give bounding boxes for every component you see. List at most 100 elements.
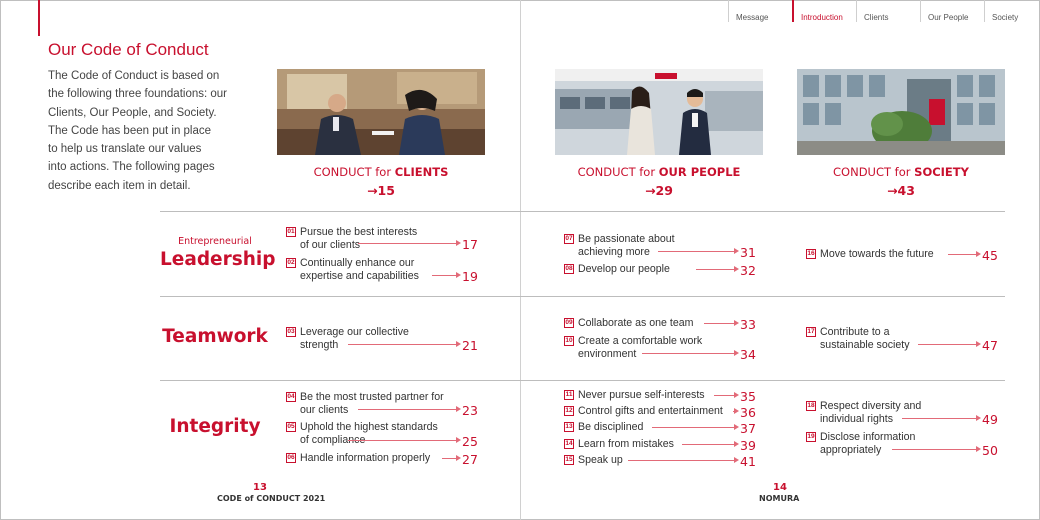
section-nav: Message Introduction Clients Our People … (0, 0, 1040, 28)
item-text-line2: environment (578, 348, 637, 360)
our-people-photo (555, 69, 763, 155)
item-page-number[interactable]: 34 (740, 347, 756, 362)
page-spine (520, 0, 521, 520)
item-page-number[interactable]: 33 (740, 317, 756, 332)
item-page-number[interactable]: 37 (740, 421, 756, 436)
column-head-our-people[interactable]: CONDUCT for OUR PEOPLE →29 (555, 165, 763, 198)
nav-tab-clients[interactable]: Clients (856, 0, 888, 22)
item-page-number[interactable]: 41 (740, 454, 756, 469)
item-page-number[interactable]: 32 (740, 263, 756, 278)
item-text-line1: Respect diversity and (820, 400, 922, 412)
item-page-number[interactable]: 47 (982, 338, 998, 353)
nav-tab-label: Introduction (801, 13, 843, 22)
intro-line: describe each item in detail. (48, 179, 191, 192)
left-page-number: 13 (253, 482, 267, 493)
item-number-badge: 01 (286, 227, 296, 237)
leader-line (358, 243, 458, 244)
nav-tab-introduction[interactable]: Introduction (792, 0, 843, 22)
item-page-number[interactable]: 19 (462, 269, 478, 284)
item-page-number[interactable]: 36 (740, 405, 756, 420)
item-text-line2: individual rights (820, 413, 894, 425)
conduct-item-06[interactable]: 06 Handle information properly (286, 452, 482, 466)
item-text-line1: Uphold the highest standards (300, 421, 438, 433)
item-page-number[interactable]: 50 (982, 443, 998, 458)
item-number-badge: 02 (286, 258, 296, 268)
item-number-badge: 12 (564, 406, 574, 416)
leader-line (628, 460, 736, 461)
item-number-badge: 09 (564, 318, 574, 328)
item-text-line1: Learn from mistakes (578, 438, 674, 450)
nav-tab-society[interactable]: Society (984, 0, 1018, 22)
arrow-right-icon (734, 248, 739, 254)
conduct-item-14[interactable]: 14 Learn from mistakes (564, 438, 760, 452)
item-number-badge: 19 (806, 432, 816, 442)
column-head-society[interactable]: CONDUCT for SOCIETY →43 (797, 165, 1005, 198)
item-text-line2: of our clients (300, 239, 361, 251)
intro-line: to help us translate our values (48, 143, 202, 156)
conduct-item-07[interactable]: 07 Be passionate about achieving more (564, 233, 760, 260)
arrow-right-icon (456, 437, 461, 443)
right-page-number: 14 (773, 482, 787, 493)
right-footer-logo: NOMURA (759, 494, 800, 503)
item-text-line1: Handle information properly (300, 452, 431, 464)
leader-line (432, 275, 458, 276)
conduct-item-03[interactable]: 03 Leverage our collective strength (286, 326, 482, 353)
arrow-right-icon (456, 240, 461, 246)
column-head-name: OUR PEOPLE (658, 165, 741, 179)
item-text-line2: appropriately (820, 444, 882, 456)
left-footer-text: CODE of CONDUCT 2021 (217, 494, 326, 503)
item-text-line2: achieving more (578, 246, 650, 258)
conduct-item-01[interactable]: 01 Pursue the best interests of our client… (286, 226, 482, 253)
item-text-line2: expertise and capabilities (300, 270, 419, 282)
conduct-item-15[interactable]: 15 Speak up (564, 454, 760, 468)
row-label-big: Leadership (160, 249, 276, 270)
item-page-number[interactable]: 27 (462, 452, 478, 467)
row-label-integrity: Integrity (160, 416, 270, 437)
column-head-prefix: CONDUCT for (313, 165, 395, 179)
item-text-line1: Continually enhance our (300, 257, 415, 269)
leader-line (704, 323, 736, 324)
intro-line: The Code of Conduct is based on (48, 70, 220, 82)
item-page-number[interactable]: 49 (982, 412, 998, 427)
column-head-clients[interactable]: CONDUCT for CLIENTS →15 (277, 165, 485, 198)
nav-tab-label: Our People (928, 13, 969, 22)
conduct-item-09[interactable]: 09 Collaborate as one team (564, 317, 760, 331)
leader-line (682, 444, 736, 445)
conduct-item-04[interactable]: 04 Be the most trusted partner for our cli… (286, 391, 482, 418)
item-page-number[interactable]: 25 (462, 434, 478, 449)
clients-photo (277, 69, 485, 155)
conduct-item-18[interactable]: 18 Respect diversity and individual rights (806, 400, 1002, 427)
intro-line: Clients, Our People, and Society. (48, 106, 217, 119)
item-text-line1: Control gifts and entertainment (578, 405, 723, 417)
conduct-item-12[interactable]: 12 Control gifts and entertainment (564, 405, 760, 419)
item-page-number[interactable]: 31 (740, 245, 756, 260)
item-page-number[interactable]: 39 (740, 438, 756, 453)
arrow-right-icon (734, 408, 739, 414)
item-text-line1: Pursue the best interests (300, 226, 418, 238)
nav-tab-message[interactable]: Message (728, 0, 768, 22)
conduct-item-08[interactable]: 08 Develop our people (564, 263, 760, 277)
item-text-line2: our clients (300, 404, 349, 416)
item-page-number[interactable]: 35 (740, 389, 756, 404)
conduct-item-13[interactable]: 13 Be disciplined (564, 421, 760, 435)
item-number-badge: 18 (806, 401, 816, 411)
item-text-line1: Develop our people (578, 263, 670, 275)
item-page-number[interactable]: 21 (462, 338, 478, 353)
conduct-item-02[interactable]: 02 Continually enhance our expertise and c… (286, 257, 482, 284)
conduct-item-10[interactable]: 10 Create a comfortable work environment (564, 335, 760, 362)
item-page-number[interactable]: 17 (462, 237, 478, 252)
nav-tab-our-people[interactable]: Our People (920, 0, 968, 22)
leader-line (714, 395, 736, 396)
arrow-right-icon (734, 441, 739, 447)
leader-line (348, 440, 458, 441)
left-accent-rule (38, 0, 40, 36)
column-head-page: →15 (367, 183, 395, 198)
item-page-number[interactable]: 23 (462, 403, 478, 418)
conduct-item-16[interactable]: 16 Move towards the future (806, 248, 1002, 262)
item-page-number[interactable]: 45 (982, 248, 998, 263)
conduct-item-05[interactable]: 05 Uphold the highest standards of complia… (286, 421, 482, 448)
conduct-item-17[interactable]: 17 Contribute to a sustainable society (806, 326, 1002, 353)
conduct-item-19[interactable]: 19 Disclose information appropriately (806, 431, 1002, 458)
item-number-badge: 15 (564, 455, 574, 465)
conduct-item-11[interactable]: 11 Never pursue self-interests (564, 389, 760, 403)
